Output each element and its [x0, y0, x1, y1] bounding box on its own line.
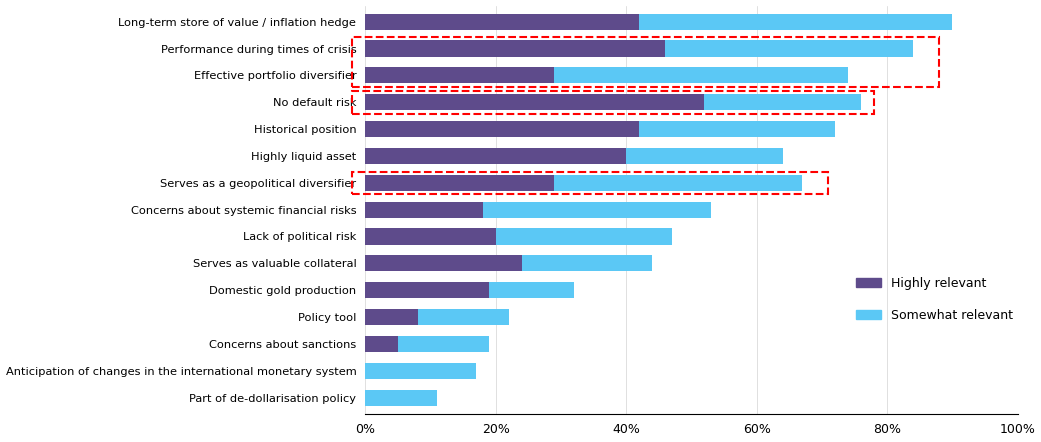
Bar [365, 229, 496, 244]
Bar [522, 255, 653, 271]
Bar [665, 41, 913, 57]
Bar [365, 41, 665, 57]
Bar [365, 175, 555, 191]
Bar [365, 336, 398, 352]
Bar [365, 255, 522, 271]
Bar [627, 148, 783, 164]
Bar [365, 202, 483, 218]
Bar [365, 309, 417, 325]
Bar [352, 91, 874, 114]
Bar [496, 229, 671, 244]
Bar [639, 14, 953, 30]
Bar [555, 175, 803, 191]
Bar [365, 389, 437, 406]
Legend: Highly relevant, Somewhat relevant: Highly relevant, Somewhat relevant [850, 272, 1018, 327]
Bar [417, 309, 509, 325]
Bar [483, 202, 711, 218]
Bar [555, 67, 848, 84]
Bar [398, 336, 489, 352]
Bar [639, 121, 835, 137]
Bar [365, 67, 555, 84]
Bar [489, 282, 574, 298]
Bar [365, 282, 489, 298]
Bar [365, 121, 639, 137]
Bar [352, 37, 939, 87]
Bar [365, 14, 639, 30]
Bar [365, 94, 705, 110]
Bar [352, 171, 829, 194]
Bar [365, 148, 627, 164]
Bar [365, 363, 476, 379]
Bar [705, 94, 861, 110]
